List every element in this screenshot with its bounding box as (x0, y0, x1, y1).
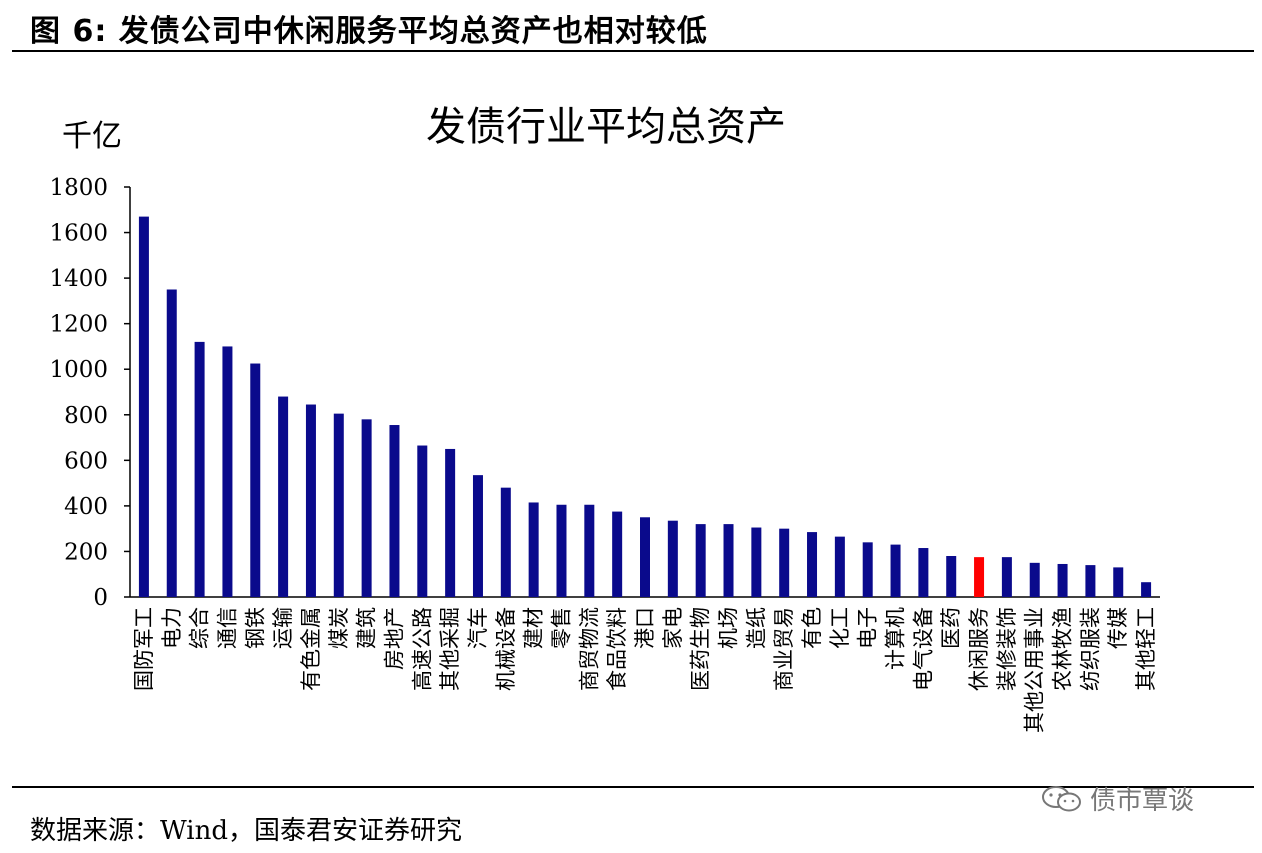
x-tick-label: 综合 (188, 607, 212, 649)
bar-煤炭 (333, 413, 344, 597)
y-tick-label: 1200 (49, 312, 108, 338)
x-tick-label: 家电 (661, 607, 685, 649)
x-tick-label: 纺织服装 (1078, 607, 1102, 691)
bar-食品饮料 (612, 511, 623, 597)
x-tick-label: 机场 (717, 607, 741, 649)
x-tick-label: 食品饮料 (605, 607, 629, 691)
x-tick-label: 汽车 (466, 607, 490, 649)
wechat-icon (1042, 785, 1081, 811)
x-tick-labels: 国防军工 电力 综合 通信 钢铁 运输 有色金属 煤炭 建筑 房地产 高速公路 其他采掘 汽车 机械设备建… (132, 607, 1158, 733)
x-tick-label: 有色金属 (299, 607, 323, 691)
x-tick-label: 建材 (522, 607, 546, 649)
bar-高速公路 (417, 445, 428, 597)
top-rule (12, 50, 1254, 52)
bar-机场 (723, 524, 734, 597)
bar-钢铁 (250, 363, 261, 597)
y-tick-label: 200 (64, 539, 108, 565)
watermark: 债市覃谈 (1040, 780, 1194, 817)
x-tick-label: 传媒 (1106, 607, 1130, 649)
y-tick-label: 1800 (49, 175, 108, 201)
x-tick-label: 其他公用事业 (1023, 607, 1047, 733)
figure-title: 图 6: 发债公司中休闲服务平均总资产也相对较低 (30, 14, 708, 49)
y-tick-label: 600 (64, 448, 108, 474)
x-tick-label: 机械设备 (494, 607, 518, 691)
bar-商业贸易 (779, 528, 790, 597)
x-tick-label: 零售 (549, 607, 573, 649)
bar-医药生物 (695, 524, 706, 597)
bars (138, 216, 1152, 597)
bar-传媒 (1113, 567, 1124, 597)
x-tick-label: 化工 (828, 607, 852, 649)
x-tick-label: 通信 (215, 607, 239, 649)
bar-国防军工 (138, 216, 149, 597)
bar-建材 (528, 502, 539, 597)
bar-汽车 (472, 475, 483, 597)
bar-通信 (222, 346, 233, 597)
bar-零售 (556, 504, 567, 597)
bar-机械设备 (500, 487, 511, 597)
bar-化工 (834, 536, 845, 597)
bar-家电 (667, 520, 678, 597)
bar-装修装饰 (1001, 557, 1012, 597)
x-tick-label: 煤炭 (327, 607, 351, 649)
y-tick-label: 400 (64, 494, 108, 520)
x-tick-label: 有色 (800, 607, 824, 649)
x-tick-label: 其他采掘 (438, 607, 462, 691)
bar-房地产 (389, 425, 400, 597)
x-tick-label: 农林牧渔 (1051, 607, 1075, 691)
y-tick-label: 1000 (49, 357, 108, 383)
x-tick-label: 运输 (271, 607, 295, 649)
bar-建筑 (361, 419, 372, 597)
x-tick-label: 电子 (856, 607, 880, 649)
bar-造纸 (751, 527, 762, 597)
x-tick-label: 钢铁 (243, 607, 267, 649)
x-tick-label: 医药生物 (689, 607, 713, 691)
x-tick-label: 商业贸易 (772, 607, 796, 691)
bar-有色 (807, 532, 818, 597)
bar-纺织服装 (1085, 565, 1096, 597)
bar-计算机 (890, 544, 901, 597)
x-tick-label: 休闲服务 (967, 607, 991, 691)
bottom-rule (12, 786, 1254, 788)
x-tick-label: 其他轻工 (1134, 607, 1158, 691)
bar-chart: 发债行业平均总资产 千亿 0 200 400 600 800 1000 1200 1400 16… (49, 104, 1160, 733)
y-tick-label: 0 (93, 585, 108, 611)
bar-电力 (166, 289, 177, 597)
x-tick-label: 计算机 (884, 607, 908, 670)
bar-港口 (640, 517, 650, 597)
bar-休闲服务 (974, 557, 985, 597)
source-note: 数据来源：Wind，国泰君安证券研究 (30, 816, 462, 846)
watermark-text: 债市覃谈 (1090, 786, 1195, 816)
y-axis: 0 200 400 600 800 1000 1200 1400 1600 1800 (49, 175, 131, 611)
y-unit-label: 千亿 (62, 119, 122, 154)
x-tick-label: 建筑 (355, 607, 379, 649)
y-tick-label: 1600 (49, 221, 108, 247)
bar-其他采掘 (445, 448, 456, 597)
bar-农林牧渔 (1057, 563, 1068, 597)
x-tick-label: 电气设备 (911, 607, 935, 691)
x-tick-label: 医药 (939, 607, 963, 649)
chart-title: 发债行业平均总资产 (426, 104, 786, 150)
x-tick-label: 国防军工 (132, 607, 156, 691)
bar-商贸物流 (584, 504, 595, 597)
bar-医药 (946, 556, 957, 597)
bar-有色金属 (305, 404, 316, 597)
bar-运输 (278, 396, 289, 597)
y-tick-label: 1400 (49, 266, 108, 292)
bar-综合 (194, 341, 205, 597)
x-tick-label: 造纸 (744, 607, 768, 649)
y-tick-label: 800 (64, 403, 108, 429)
x-tick-label: 电力 (160, 607, 184, 649)
x-tick-label: 房地产 (382, 607, 406, 670)
bar-其他公用事业 (1029, 562, 1040, 597)
x-tick-label: 高速公路 (410, 607, 434, 691)
x-tick-label: 装修装饰 (995, 607, 1019, 691)
bar-其他轻工 (1141, 582, 1152, 597)
x-tick-label: 港口 (633, 607, 657, 649)
bar-电气设备 (918, 548, 929, 597)
x-tick-label: 商贸物流 (577, 607, 601, 691)
bar-电子 (862, 542, 873, 597)
